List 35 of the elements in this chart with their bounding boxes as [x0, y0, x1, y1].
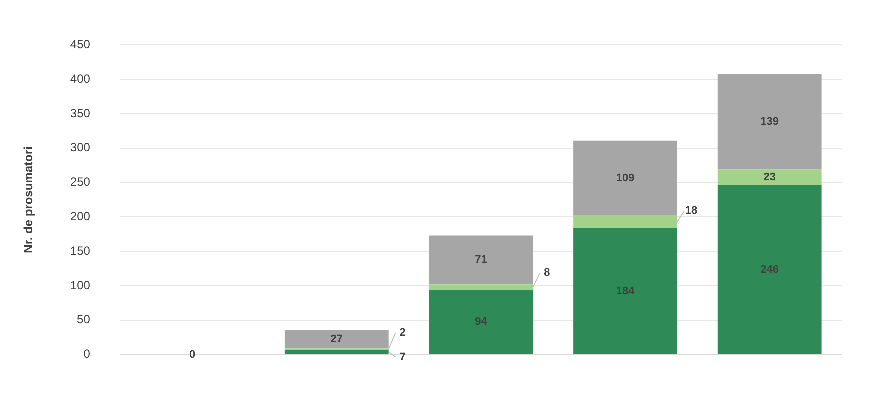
bar — [574, 228, 678, 354]
bar — [574, 140, 678, 216]
y-axis-title: Nr. de prosumatori — [22, 146, 36, 254]
data-label: 2 — [400, 327, 406, 340]
bar — [429, 236, 534, 285]
y-tick-label: 300 — [70, 140, 91, 155]
bar — [574, 216, 678, 228]
data-label: 7 — [400, 351, 406, 364]
y-tick-label: 250 — [70, 175, 91, 190]
y-tick-label: 400 — [70, 72, 91, 86]
data-label: 0 — [190, 348, 196, 361]
y-tick-label: 100 — [70, 278, 91, 292]
data-label: 8 — [544, 267, 550, 280]
data-label: 27 — [330, 333, 344, 346]
data-label: 139 — [760, 116, 780, 128]
data-label: 94 — [475, 316, 488, 328]
data-label: 23 — [764, 172, 776, 184]
bar — [284, 350, 389, 354]
data-label: 246 — [760, 264, 780, 276]
data-label: 18 — [685, 205, 698, 218]
bar — [429, 284, 534, 290]
y-tick-label: 150 — [70, 244, 91, 258]
data-label: 109 — [616, 172, 635, 184]
y-tick-label: 450 — [70, 38, 91, 52]
bar — [284, 330, 389, 349]
bar — [718, 186, 822, 354]
data-label: 184 — [616, 285, 636, 298]
y-tick-label: 50 — [77, 312, 91, 327]
y-tick-label: 200 — [70, 210, 91, 224]
data-label: 71 — [475, 254, 488, 266]
bar — [718, 74, 822, 170]
y-tick-label: 350 — [70, 106, 91, 120]
bar — [718, 170, 822, 186]
bar — [429, 290, 534, 354]
y-tick-label: 0 — [84, 347, 91, 362]
